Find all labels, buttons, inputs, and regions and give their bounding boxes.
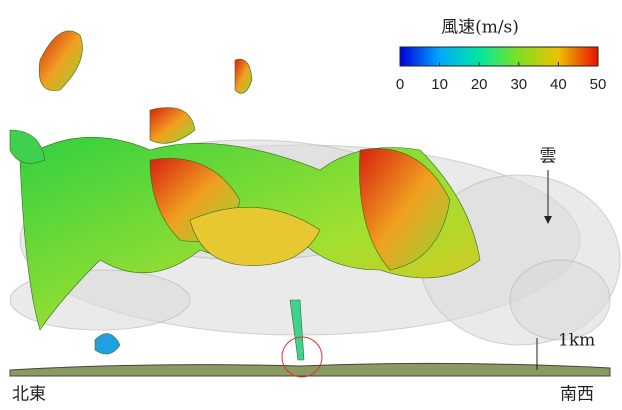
colorbar-tick-label: 50 (590, 76, 607, 93)
figure: 雲 1km 北東 南西 風速(m/s) 0 10 20 30 40 50 (0, 0, 622, 410)
colorbar-title: 風速(m/s) (441, 18, 519, 38)
right-label: 南西 (560, 385, 594, 405)
left-label: 北東 (12, 385, 46, 405)
colorbar-ramp (400, 47, 598, 66)
colorbar-tick-label: 10 (431, 76, 448, 93)
colorbar-tick-label: 0 (396, 76, 404, 93)
page: 雲 1km 北東 南西 風速(m/s) 01020304050 (() => {… (0, 0, 622, 410)
colorbar: 風速(m/s) 0 10 20 30 40 50 (396, 18, 607, 93)
ground (10, 363, 610, 376)
colorbar-tick-label: 20 (471, 76, 488, 93)
cloud-label: 雲 (540, 147, 557, 167)
colorbar-tick-label: 40 (550, 76, 567, 93)
height-label: 1km (558, 331, 595, 351)
colorbar-tick-label: 30 (510, 76, 527, 93)
